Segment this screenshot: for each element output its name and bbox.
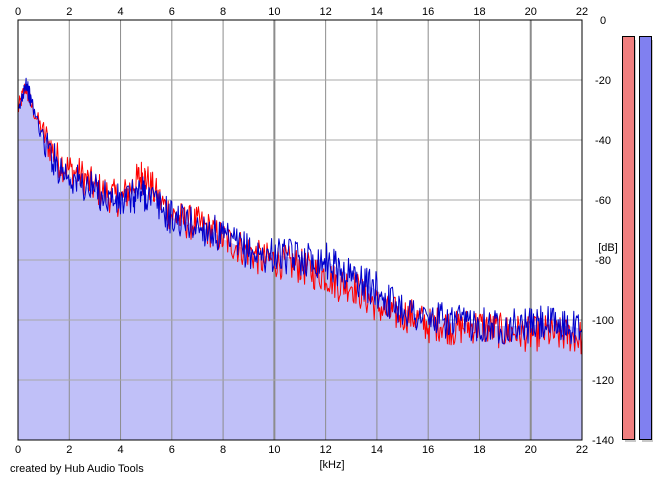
y-tick-label: -40	[595, 135, 611, 147]
x-tick-label: 0	[15, 6, 21, 18]
y-tick-label: -20	[595, 75, 611, 87]
y-tick-labels: 0 -20 -40 -60 -80 -100 -120 -140	[592, 15, 614, 447]
x-tick-label: 2	[66, 6, 72, 18]
x-tick-label: 6	[169, 6, 175, 18]
x-tick-label-bottom: 12	[320, 444, 332, 456]
x-tick-label: 16	[422, 6, 434, 18]
x-tick-label: 22	[576, 6, 588, 18]
credit-text: created by Hub Audio Tools	[10, 463, 144, 475]
y-tick-label: -120	[592, 375, 614, 387]
series-line-blue	[17, 77, 583, 345]
x-tick-label: 4	[117, 6, 123, 18]
x-tick-label: 14	[371, 6, 383, 18]
level-meters	[622, 36, 654, 444]
right-channel-meter	[639, 36, 652, 440]
x-tick-label: 8	[220, 6, 226, 18]
x-tick-label: 12	[320, 6, 332, 18]
x-tick-label-bottom: 6	[169, 444, 175, 456]
y-tick-label: 0	[600, 15, 606, 27]
x-tick-label-bottom: 16	[422, 444, 434, 456]
x-tick-label-bottom: 0	[15, 444, 21, 456]
x-tick-label-bottom: 22	[576, 444, 588, 456]
plot-frame	[17, 19, 583, 441]
x-axis-label: [kHz]	[319, 459, 344, 471]
x-tick-label-bottom: 20	[525, 444, 537, 456]
left-channel-meter	[622, 36, 635, 440]
y-tick-label: -80	[595, 255, 611, 267]
x-tick-label: 10	[268, 6, 280, 18]
x-tick-labels: 0 2 4 6 8 10 12 14 16 18 20 22 0 2 4 6 8 10 12 14 16 18 20 22	[15, 6, 588, 456]
series-layer	[17, 77, 583, 355]
x-tick-label: 18	[473, 6, 485, 18]
y-tick-label: -100	[592, 315, 614, 327]
x-tick-label-bottom: 2	[66, 444, 72, 456]
x-tick-label-bottom: 18	[473, 444, 485, 456]
y-axis-label: [dB]	[598, 242, 618, 254]
x-tick-label-bottom: 8	[220, 444, 226, 456]
x-tick-label-bottom: 10	[268, 444, 280, 456]
x-tick-label-bottom: 14	[371, 444, 383, 456]
x-tick-label: 20	[525, 6, 537, 18]
x-tick-label-bottom: 4	[117, 444, 123, 456]
y-tick-label: -140	[592, 435, 614, 447]
y-tick-label: -60	[595, 195, 611, 207]
